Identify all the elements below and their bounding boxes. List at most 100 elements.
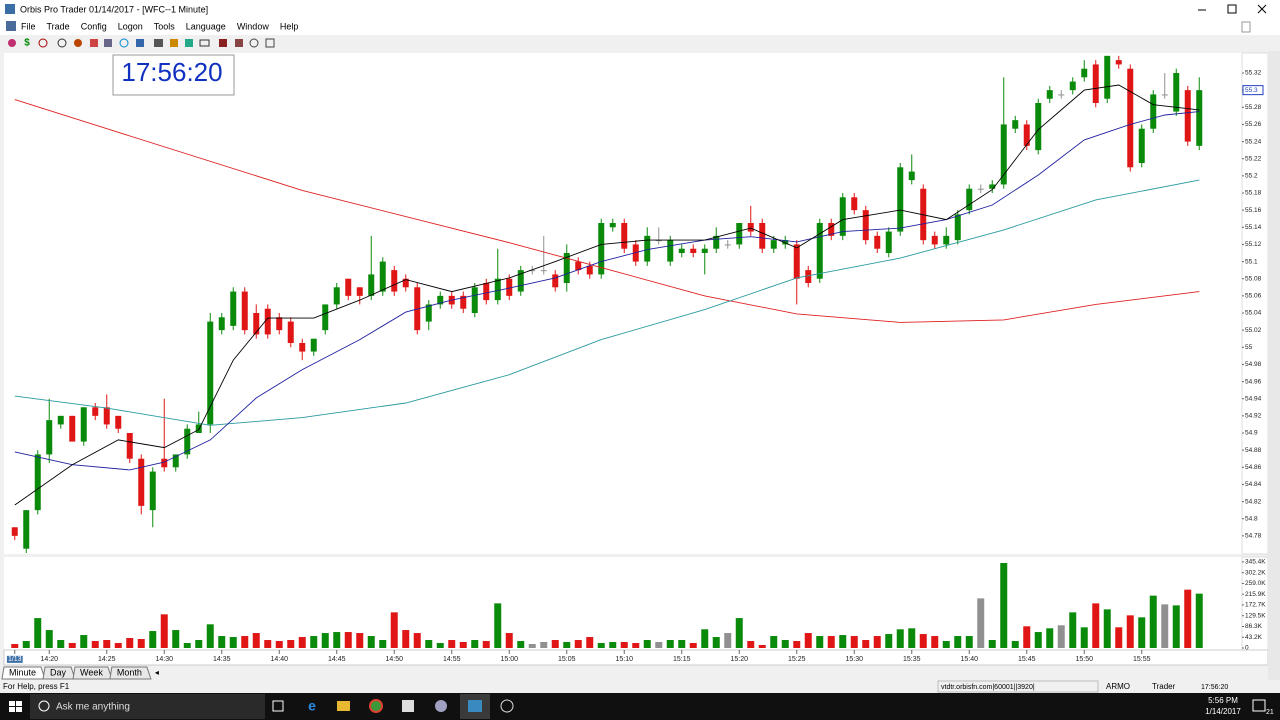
notification-icon[interactable] [1252,699,1266,712]
volume-bar [1023,626,1031,648]
tab[interactable]: Month [109,666,152,680]
y-tick-label: 55.24 [1245,138,1262,145]
chrome-icon[interactable] [369,699,383,713]
menu-item[interactable]: Tools [154,21,176,31]
volume-bar [781,640,789,648]
candle-body [57,415,64,425]
tool-icon[interactable] [119,38,129,48]
volume-bar [57,640,65,648]
scrollbar[interactable] [1268,51,1280,680]
volume-bar [563,642,571,648]
volume-bar [551,640,559,648]
menu-item[interactable]: Help [280,21,299,31]
tool-icon[interactable] [90,39,98,47]
app-icon-task[interactable] [435,700,447,712]
tool-icon[interactable] [185,39,193,47]
candle-body [253,313,260,335]
volume-bar [1092,603,1100,648]
candle-body [379,261,386,292]
y-tick-label: 55.18 [1245,190,1262,197]
tool-icon[interactable] [74,39,82,47]
tab[interactable]: Day [42,666,76,680]
volume-tick-label: 172.7K [1245,602,1266,609]
tool-icon[interactable] [57,38,67,48]
tool-icon[interactable] [219,39,227,47]
candle-body [218,317,225,331]
tab-scroll[interactable]: ◂ [155,668,159,677]
menu-item[interactable]: Config [81,21,107,31]
tool-icon[interactable] [265,38,275,48]
volume-bar [413,633,421,648]
y-tick-label: 55.1 [1245,258,1258,265]
tool-icon[interactable] [170,39,178,47]
volume-bar [80,635,88,648]
tab[interactable]: Week [72,666,113,680]
candle-body [552,274,559,288]
volume-bar [1161,604,1169,648]
start-button[interactable] [9,701,22,712]
tool-icon[interactable] [249,38,259,48]
y-tick-label: 55.32 [1245,70,1262,77]
tab-label[interactable]: Week [80,667,103,677]
candle-body [793,244,800,279]
tab-label[interactable]: Day [50,667,67,677]
volume-bar [275,641,283,648]
explorer-icon[interactable] [337,701,350,711]
tool-icon[interactable] [154,39,163,47]
tool-icon[interactable] [38,38,48,48]
candle-body [667,240,674,262]
moving-average [14,99,1200,323]
volume-bar [114,643,122,648]
volume-bar [287,640,295,648]
tool-icon[interactable] [136,39,144,47]
edge-icon[interactable]: e [308,698,316,714]
tab[interactable]: Minute [1,666,46,680]
store-icon[interactable] [402,700,414,712]
volume-bar [448,640,456,648]
menu-item[interactable]: Logon [118,21,143,31]
tab-label[interactable]: Month [117,667,142,677]
task-view[interactable] [272,700,284,712]
volume-bar [758,645,766,648]
volume-bar [655,642,663,648]
tool-icon[interactable] [8,39,16,47]
close-button[interactable] [1257,4,1267,14]
notification-count: 21 [1266,709,1274,716]
volume-bar [103,640,111,648]
candle-body [678,248,685,253]
app-icon [5,4,15,14]
volume-bar [241,636,249,648]
menu-item[interactable]: Window [237,21,270,31]
candle-body [1138,128,1145,163]
tab-label[interactable]: Minute [9,667,36,677]
volume-bar [34,618,42,648]
candle-body [184,428,191,455]
search-box[interactable] [30,694,265,719]
child-controls[interactable] [1241,21,1251,33]
menu-item[interactable]: Trade [47,21,70,31]
maximize-button[interactable] [1227,4,1237,14]
x-tick-label: 1/13 [8,656,22,663]
x-tick-label: 14:20 [40,656,58,663]
tab-shape [109,666,152,680]
candle-body [172,454,179,468]
tool-icon[interactable] [235,39,243,47]
candle-body [1184,90,1191,142]
volume-bar [183,643,191,648]
y-tick-label: 54.96 [1245,378,1262,385]
volume-tick-label: 215.9K [1245,591,1266,598]
menu-item[interactable]: Language [186,21,226,31]
tool-icon[interactable] [199,39,210,47]
x-tick-label: 15:15 [673,656,691,663]
candle-body [126,433,133,459]
tool-icon[interactable]: $ [24,38,30,49]
candle-body [966,188,973,211]
x-tick-label: 14:25 [98,656,116,663]
tool-icon[interactable] [104,39,112,47]
volume-bar [45,630,53,648]
app-icon-task[interactable] [500,699,514,713]
y-tick-label: 54.94 [1245,395,1262,402]
volume-bar [172,630,180,648]
menu-item[interactable]: File [21,21,36,31]
volume-bar [747,641,755,648]
